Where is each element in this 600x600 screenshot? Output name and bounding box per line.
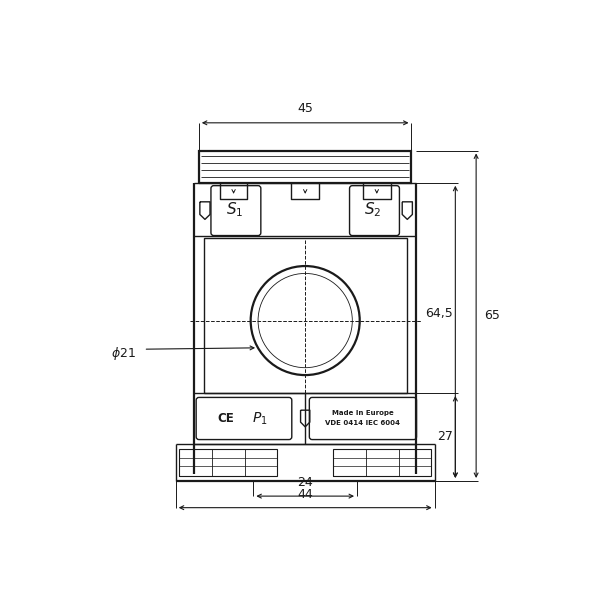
FancyBboxPatch shape [196, 397, 292, 440]
FancyBboxPatch shape [310, 397, 416, 440]
Text: 44: 44 [298, 488, 313, 501]
FancyBboxPatch shape [211, 185, 261, 236]
Text: $P_1$: $P_1$ [253, 410, 268, 427]
Text: 27: 27 [437, 430, 453, 443]
Text: 24: 24 [298, 476, 313, 489]
FancyBboxPatch shape [350, 185, 400, 236]
Text: 45: 45 [297, 101, 313, 115]
Text: Made In Europe: Made In Europe [332, 410, 394, 416]
Text: $S_2$: $S_2$ [364, 200, 382, 218]
Text: 64,5: 64,5 [425, 307, 453, 320]
Text: $S_1$: $S_1$ [226, 200, 243, 218]
Text: CE: CE [218, 412, 235, 425]
Text: VDE 0414 IEC 6004: VDE 0414 IEC 6004 [325, 420, 400, 426]
Text: 65: 65 [484, 309, 500, 322]
Text: $\phi$21: $\phi$21 [111, 346, 136, 362]
